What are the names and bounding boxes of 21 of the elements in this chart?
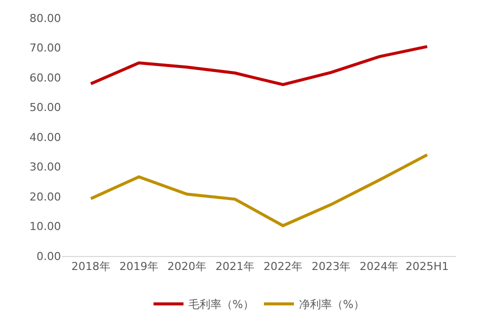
line-series	[89, 45, 429, 86]
line-series	[89, 153, 429, 228]
x-tick-label: 2018年	[71, 260, 110, 274]
y-tick-label: 20.00	[30, 190, 61, 204]
legend-label: 毛利率（%）	[188, 298, 254, 312]
x-tick-label: 2024年	[360, 260, 399, 274]
y-tick-label: 30.00	[30, 160, 61, 174]
x-tick-label: 2023年	[312, 260, 351, 274]
x-tick-label: 2019年	[119, 260, 158, 274]
legend-label: 净利率（%）	[298, 298, 364, 312]
y-tick-label: 40.00	[30, 130, 61, 144]
y-tick-label: 60.00	[30, 71, 61, 84]
x-tick-label: 2021年	[215, 260, 254, 274]
y-tick-label: 10.00	[30, 220, 61, 234]
y-tick-label: 70.00	[30, 42, 61, 55]
x-tick-label: 2022年	[264, 260, 303, 274]
x-tick-label: 2025H1	[406, 260, 449, 274]
y-tick-label: 80.00	[30, 12, 61, 25]
x-tick-label: 2020年	[167, 260, 206, 274]
y-tick-label: 0.00	[36, 250, 61, 263]
y-tick-label: 50.00	[30, 101, 61, 114]
